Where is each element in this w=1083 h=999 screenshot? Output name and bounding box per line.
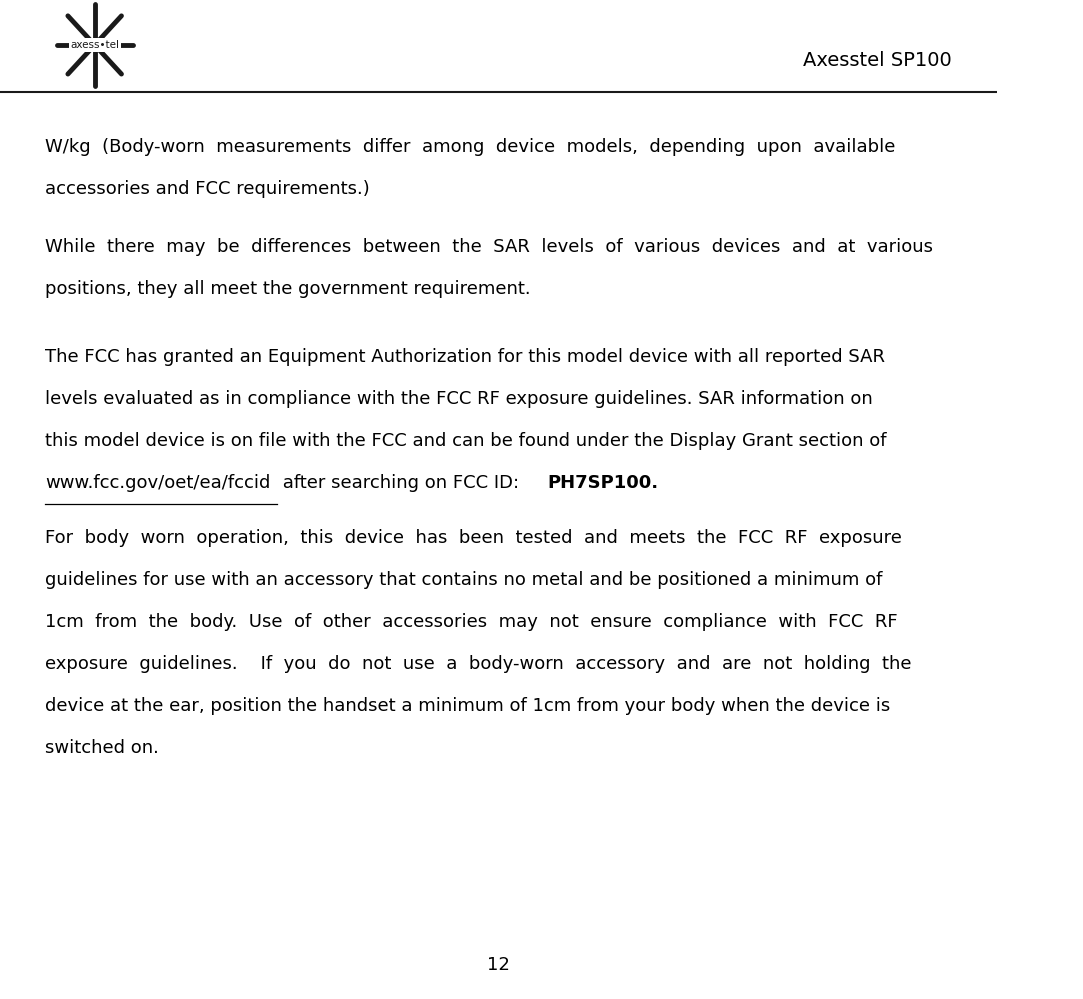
Text: switched on.: switched on. xyxy=(44,739,159,757)
Text: For  body  worn  operation,  this  device  has  been  tested  and  meets  the  F: For body worn operation, this device has… xyxy=(44,529,902,547)
Text: after searching on FCC ID:: after searching on FCC ID: xyxy=(277,474,525,492)
Text: accessories and FCC requirements.): accessories and FCC requirements.) xyxy=(44,180,369,198)
Text: device at the ear, position the handset a minimum of 1cm from your body when the: device at the ear, position the handset … xyxy=(44,697,890,715)
Text: PH7SP100.: PH7SP100. xyxy=(548,474,658,492)
Text: guidelines for use with an accessory that contains no metal and be positioned a : guidelines for use with an accessory tha… xyxy=(44,571,883,589)
Text: levels evaluated as in compliance with the FCC RF exposure guidelines. SAR infor: levels evaluated as in compliance with t… xyxy=(44,390,873,408)
Text: 1cm  from  the  body.  Use  of  other  accessories  may  not  ensure  compliance: 1cm from the body. Use of other accessor… xyxy=(44,613,898,631)
Text: Axesstel SP100: Axesstel SP100 xyxy=(803,51,952,70)
Text: positions, they all meet the government requirement.: positions, they all meet the government … xyxy=(44,280,531,298)
Text: exposure  guidelines.    If  you  do  not  use  a  body-worn  accessory  and  ar: exposure guidelines. If you do not use a… xyxy=(44,655,912,673)
Text: this model device is on file with the FCC and can be found under the Display Gra: this model device is on file with the FC… xyxy=(44,432,886,450)
Text: 12: 12 xyxy=(487,956,510,974)
Text: www.fcc.gov/oet/ea/fccid: www.fcc.gov/oet/ea/fccid xyxy=(44,474,271,492)
Text: W/kg  (Body-worn  measurements  differ  among  device  models,  depending  upon : W/kg (Body-worn measurements differ amon… xyxy=(44,138,896,156)
Text: While  there  may  be  differences  between  the  SAR  levels  of  various  devi: While there may be differences between t… xyxy=(44,238,932,256)
Text: The FCC has granted an Equipment Authorization for this model device with all re: The FCC has granted an Equipment Authori… xyxy=(44,348,885,366)
Text: axess•tel: axess•tel xyxy=(70,40,119,50)
